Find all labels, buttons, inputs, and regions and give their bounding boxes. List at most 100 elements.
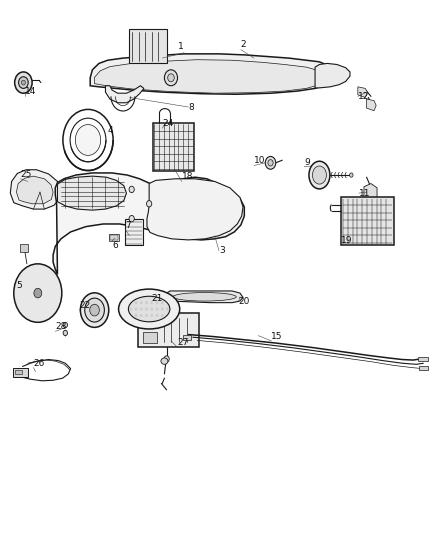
Ellipse shape <box>70 118 106 162</box>
Ellipse shape <box>14 264 62 322</box>
Ellipse shape <box>155 301 158 304</box>
Text: 12: 12 <box>358 92 369 101</box>
Polygon shape <box>38 270 49 293</box>
Polygon shape <box>38 293 46 317</box>
Ellipse shape <box>135 301 138 304</box>
Ellipse shape <box>135 314 138 317</box>
Polygon shape <box>14 369 21 374</box>
Ellipse shape <box>129 186 134 192</box>
Ellipse shape <box>161 301 163 304</box>
Polygon shape <box>358 87 367 98</box>
Ellipse shape <box>34 288 42 298</box>
Ellipse shape <box>166 308 169 311</box>
Polygon shape <box>16 176 53 204</box>
Ellipse shape <box>164 356 169 362</box>
Ellipse shape <box>90 304 99 316</box>
Polygon shape <box>364 183 377 203</box>
Polygon shape <box>18 279 38 293</box>
Ellipse shape <box>130 308 132 311</box>
Text: 8: 8 <box>188 102 194 111</box>
Text: 6: 6 <box>112 241 118 250</box>
Ellipse shape <box>164 70 177 86</box>
Text: 3: 3 <box>219 246 225 255</box>
Ellipse shape <box>161 358 168 365</box>
Ellipse shape <box>147 200 152 207</box>
Text: 21: 21 <box>151 294 162 303</box>
Polygon shape <box>18 293 38 303</box>
Ellipse shape <box>129 215 134 222</box>
Ellipse shape <box>119 289 180 329</box>
Polygon shape <box>90 54 332 94</box>
Text: 24: 24 <box>162 119 173 128</box>
Polygon shape <box>152 123 194 171</box>
Polygon shape <box>147 179 243 240</box>
Polygon shape <box>20 244 28 252</box>
Ellipse shape <box>140 314 143 317</box>
Ellipse shape <box>312 166 326 184</box>
Polygon shape <box>11 169 61 209</box>
Polygon shape <box>138 313 199 348</box>
Text: 28: 28 <box>55 322 67 332</box>
Polygon shape <box>367 99 376 111</box>
Text: 15: 15 <box>272 332 283 341</box>
Ellipse shape <box>268 160 273 166</box>
Polygon shape <box>30 270 38 293</box>
Text: 26: 26 <box>33 359 45 368</box>
Text: 27: 27 <box>177 338 189 348</box>
Ellipse shape <box>21 80 25 85</box>
Ellipse shape <box>63 330 67 336</box>
Polygon shape <box>130 29 166 63</box>
Text: 7: 7 <box>125 221 131 230</box>
Text: 20: 20 <box>239 296 250 305</box>
Polygon shape <box>315 63 350 88</box>
Polygon shape <box>418 357 427 361</box>
Ellipse shape <box>135 308 138 311</box>
Ellipse shape <box>63 109 113 171</box>
Ellipse shape <box>128 296 170 322</box>
Text: 11: 11 <box>359 189 370 198</box>
Ellipse shape <box>145 314 148 317</box>
Polygon shape <box>109 233 119 241</box>
Ellipse shape <box>85 298 104 322</box>
Ellipse shape <box>14 72 32 93</box>
Ellipse shape <box>161 314 163 317</box>
Polygon shape <box>38 283 57 293</box>
Text: 14: 14 <box>25 87 36 96</box>
Text: 2: 2 <box>241 39 247 49</box>
Polygon shape <box>341 197 394 245</box>
Polygon shape <box>17 268 58 318</box>
Polygon shape <box>125 219 143 245</box>
Polygon shape <box>57 176 127 210</box>
Polygon shape <box>143 333 156 343</box>
Ellipse shape <box>150 308 153 311</box>
Polygon shape <box>95 60 324 93</box>
Ellipse shape <box>350 173 353 177</box>
Ellipse shape <box>145 301 148 304</box>
Polygon shape <box>106 86 144 103</box>
Ellipse shape <box>155 308 158 311</box>
Text: 4: 4 <box>108 126 113 135</box>
Ellipse shape <box>161 308 163 311</box>
Ellipse shape <box>173 293 236 301</box>
Polygon shape <box>53 173 244 274</box>
Ellipse shape <box>63 322 67 328</box>
Text: 22: 22 <box>79 301 91 310</box>
Text: 9: 9 <box>304 158 310 166</box>
Ellipse shape <box>168 74 174 82</box>
Ellipse shape <box>81 293 109 327</box>
Ellipse shape <box>150 301 153 304</box>
Ellipse shape <box>18 77 28 88</box>
Polygon shape <box>166 291 243 303</box>
Ellipse shape <box>140 301 143 304</box>
Ellipse shape <box>145 308 148 311</box>
Ellipse shape <box>309 161 330 189</box>
Polygon shape <box>183 335 191 340</box>
Ellipse shape <box>75 125 101 156</box>
Text: 10: 10 <box>254 157 265 165</box>
Ellipse shape <box>155 314 158 317</box>
Polygon shape <box>38 293 57 308</box>
Text: 19: 19 <box>341 236 353 245</box>
Text: 5: 5 <box>16 281 22 290</box>
Polygon shape <box>13 368 28 376</box>
Text: 18: 18 <box>182 173 194 181</box>
